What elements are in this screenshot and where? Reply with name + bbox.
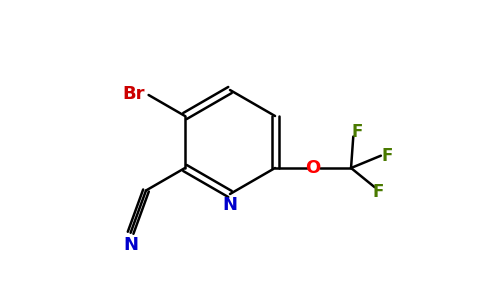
Text: N: N	[123, 236, 138, 254]
Text: N: N	[223, 196, 238, 214]
Text: Br: Br	[122, 85, 145, 103]
Text: F: F	[351, 122, 363, 140]
Text: F: F	[381, 147, 393, 165]
Text: O: O	[305, 159, 321, 177]
Text: F: F	[373, 183, 384, 201]
